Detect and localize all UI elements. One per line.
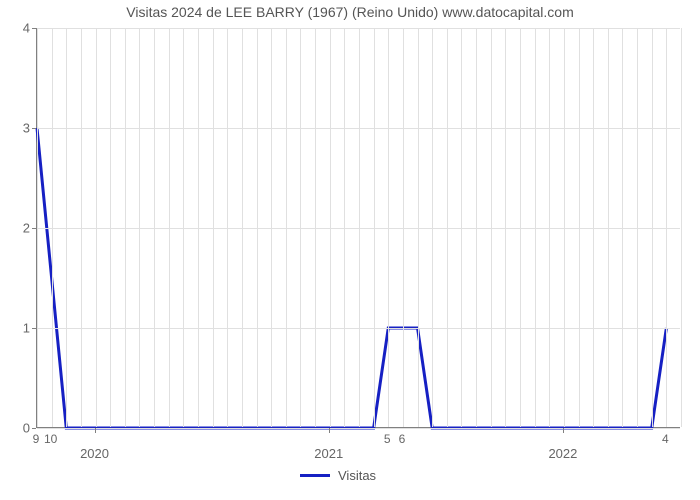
- x-tick-mark: [95, 428, 96, 433]
- x-major-tick-label: 2020: [80, 446, 109, 461]
- x-minor-tick-label: 10: [44, 432, 57, 446]
- y-tick-label: 1: [14, 321, 30, 336]
- line-chart: Visitas 2024 de LEE BARRY (1967) (Reino …: [0, 0, 700, 500]
- gridline-h: [37, 328, 680, 329]
- plot-area: [36, 28, 680, 428]
- gridline-h: [37, 228, 680, 229]
- legend-swatch: [300, 474, 330, 477]
- x-minor-tick-label: 6: [399, 432, 406, 446]
- gridline-h: [37, 428, 680, 429]
- y-tick-label: 3: [14, 121, 30, 136]
- x-minor-tick-label: 5: [384, 432, 391, 446]
- y-tick-mark: [32, 128, 36, 129]
- y-tick-label: 2: [14, 221, 30, 236]
- gridline-h: [37, 128, 680, 129]
- chart-title: Visitas 2024 de LEE BARRY (1967) (Reino …: [0, 4, 700, 20]
- y-tick-label: 0: [14, 421, 30, 436]
- legend: Visitas: [300, 468, 376, 483]
- gridline-v: [681, 28, 682, 427]
- y-tick-mark: [32, 228, 36, 229]
- y-tick-mark: [32, 328, 36, 329]
- x-tick-mark: [329, 428, 330, 433]
- gridline-h: [37, 28, 680, 29]
- x-major-tick-label: 2022: [548, 446, 577, 461]
- x-minor-tick-label: 4: [662, 432, 669, 446]
- y-tick-mark: [32, 28, 36, 29]
- series-polyline: [37, 128, 666, 428]
- x-tick-mark: [563, 428, 564, 433]
- y-tick-label: 4: [14, 21, 30, 36]
- legend-label: Visitas: [338, 468, 376, 483]
- x-minor-tick-label: 9: [33, 432, 40, 446]
- y-tick-mark: [32, 428, 36, 429]
- x-major-tick-label: 2021: [314, 446, 343, 461]
